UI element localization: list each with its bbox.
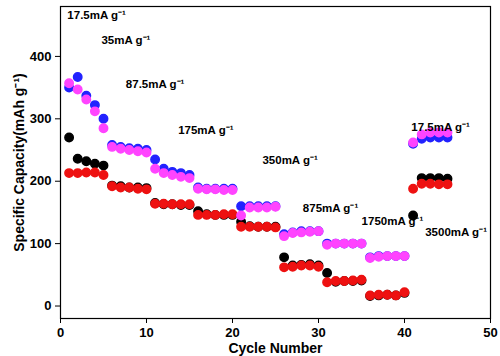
svg-text:3500mA g⁻¹: 3500mA g⁻¹ <box>425 226 487 238</box>
svg-text:0: 0 <box>44 298 51 313</box>
svg-text:40: 40 <box>397 325 411 340</box>
svg-text:875mA g⁻¹: 875mA g⁻¹ <box>303 202 359 214</box>
svg-text:100: 100 <box>30 236 52 251</box>
svg-text:87.5mA g⁻¹: 87.5mA g⁻¹ <box>126 78 185 90</box>
svg-text:10: 10 <box>139 325 153 340</box>
svg-text:200: 200 <box>30 173 52 188</box>
svg-text:350mA g⁻¹: 350mA g⁻¹ <box>262 154 318 166</box>
svg-text:1750mA g⁻¹: 1750mA g⁻¹ <box>362 215 424 227</box>
svg-text:Specific Capacity(mAh g⁻¹): Specific Capacity(mAh g⁻¹) <box>11 73 27 251</box>
svg-text:30: 30 <box>311 325 325 340</box>
svg-text:300: 300 <box>30 111 52 126</box>
svg-text:0: 0 <box>57 325 64 340</box>
svg-text:17.5mA g⁻¹: 17.5mA g⁻¹ <box>67 9 126 21</box>
svg-text:175mA g⁻¹: 175mA g⁻¹ <box>178 124 234 136</box>
svg-text:35mA g⁻¹: 35mA g⁻¹ <box>101 34 150 46</box>
svg-text:50: 50 <box>483 325 497 340</box>
svg-text:400: 400 <box>30 49 52 64</box>
svg-text:Cycle Number: Cycle Number <box>228 340 323 356</box>
svg-text:20: 20 <box>225 325 239 340</box>
svg-text:17.5mA g⁻¹: 17.5mA g⁻¹ <box>411 121 470 133</box>
